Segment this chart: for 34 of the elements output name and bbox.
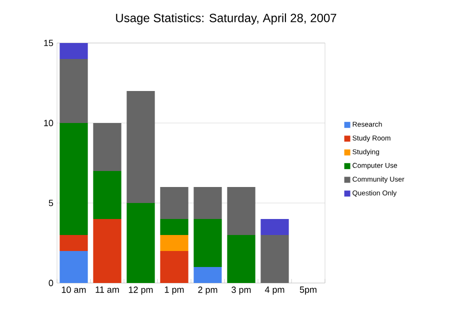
bar (60, 235, 88, 251)
x-tick-label: 3 pm (232, 286, 251, 295)
bar (194, 219, 222, 267)
y-tick-label: 15 (44, 40, 54, 46)
bar (93, 123, 122, 171)
bar (160, 219, 188, 235)
chart-title: Usage Statistics: Saturday, April 28, 2007 (116, 13, 336, 25)
x-tick-label: 10 am (62, 286, 86, 293)
y-tick-label: 10 (44, 120, 54, 126)
x-tick-label: 2 pm (198, 286, 218, 295)
bar (126, 91, 155, 203)
bar (227, 187, 256, 235)
bar (60, 59, 88, 123)
y-tick-label: 0 (48, 280, 54, 286)
bar (60, 251, 88, 283)
bar (93, 219, 122, 283)
x-tick-label: 12 pm (128, 286, 153, 295)
bar (260, 235, 289, 283)
bar (194, 187, 222, 219)
bar (160, 251, 188, 283)
bar (60, 43, 88, 59)
bar (93, 171, 122, 219)
y-tick-label: 5 (48, 200, 54, 206)
x-tick-label: 4 pm (264, 286, 284, 295)
bar (260, 219, 289, 235)
bar (160, 235, 188, 251)
x-tick-label: 11 am (96, 286, 119, 293)
x-tick-label: 1 pm (164, 286, 184, 295)
bar (60, 123, 88, 235)
bar (227, 235, 256, 283)
bar (160, 187, 188, 219)
bar (194, 267, 222, 283)
x-tick-label: 5pm (300, 286, 316, 295)
bar (126, 203, 155, 283)
